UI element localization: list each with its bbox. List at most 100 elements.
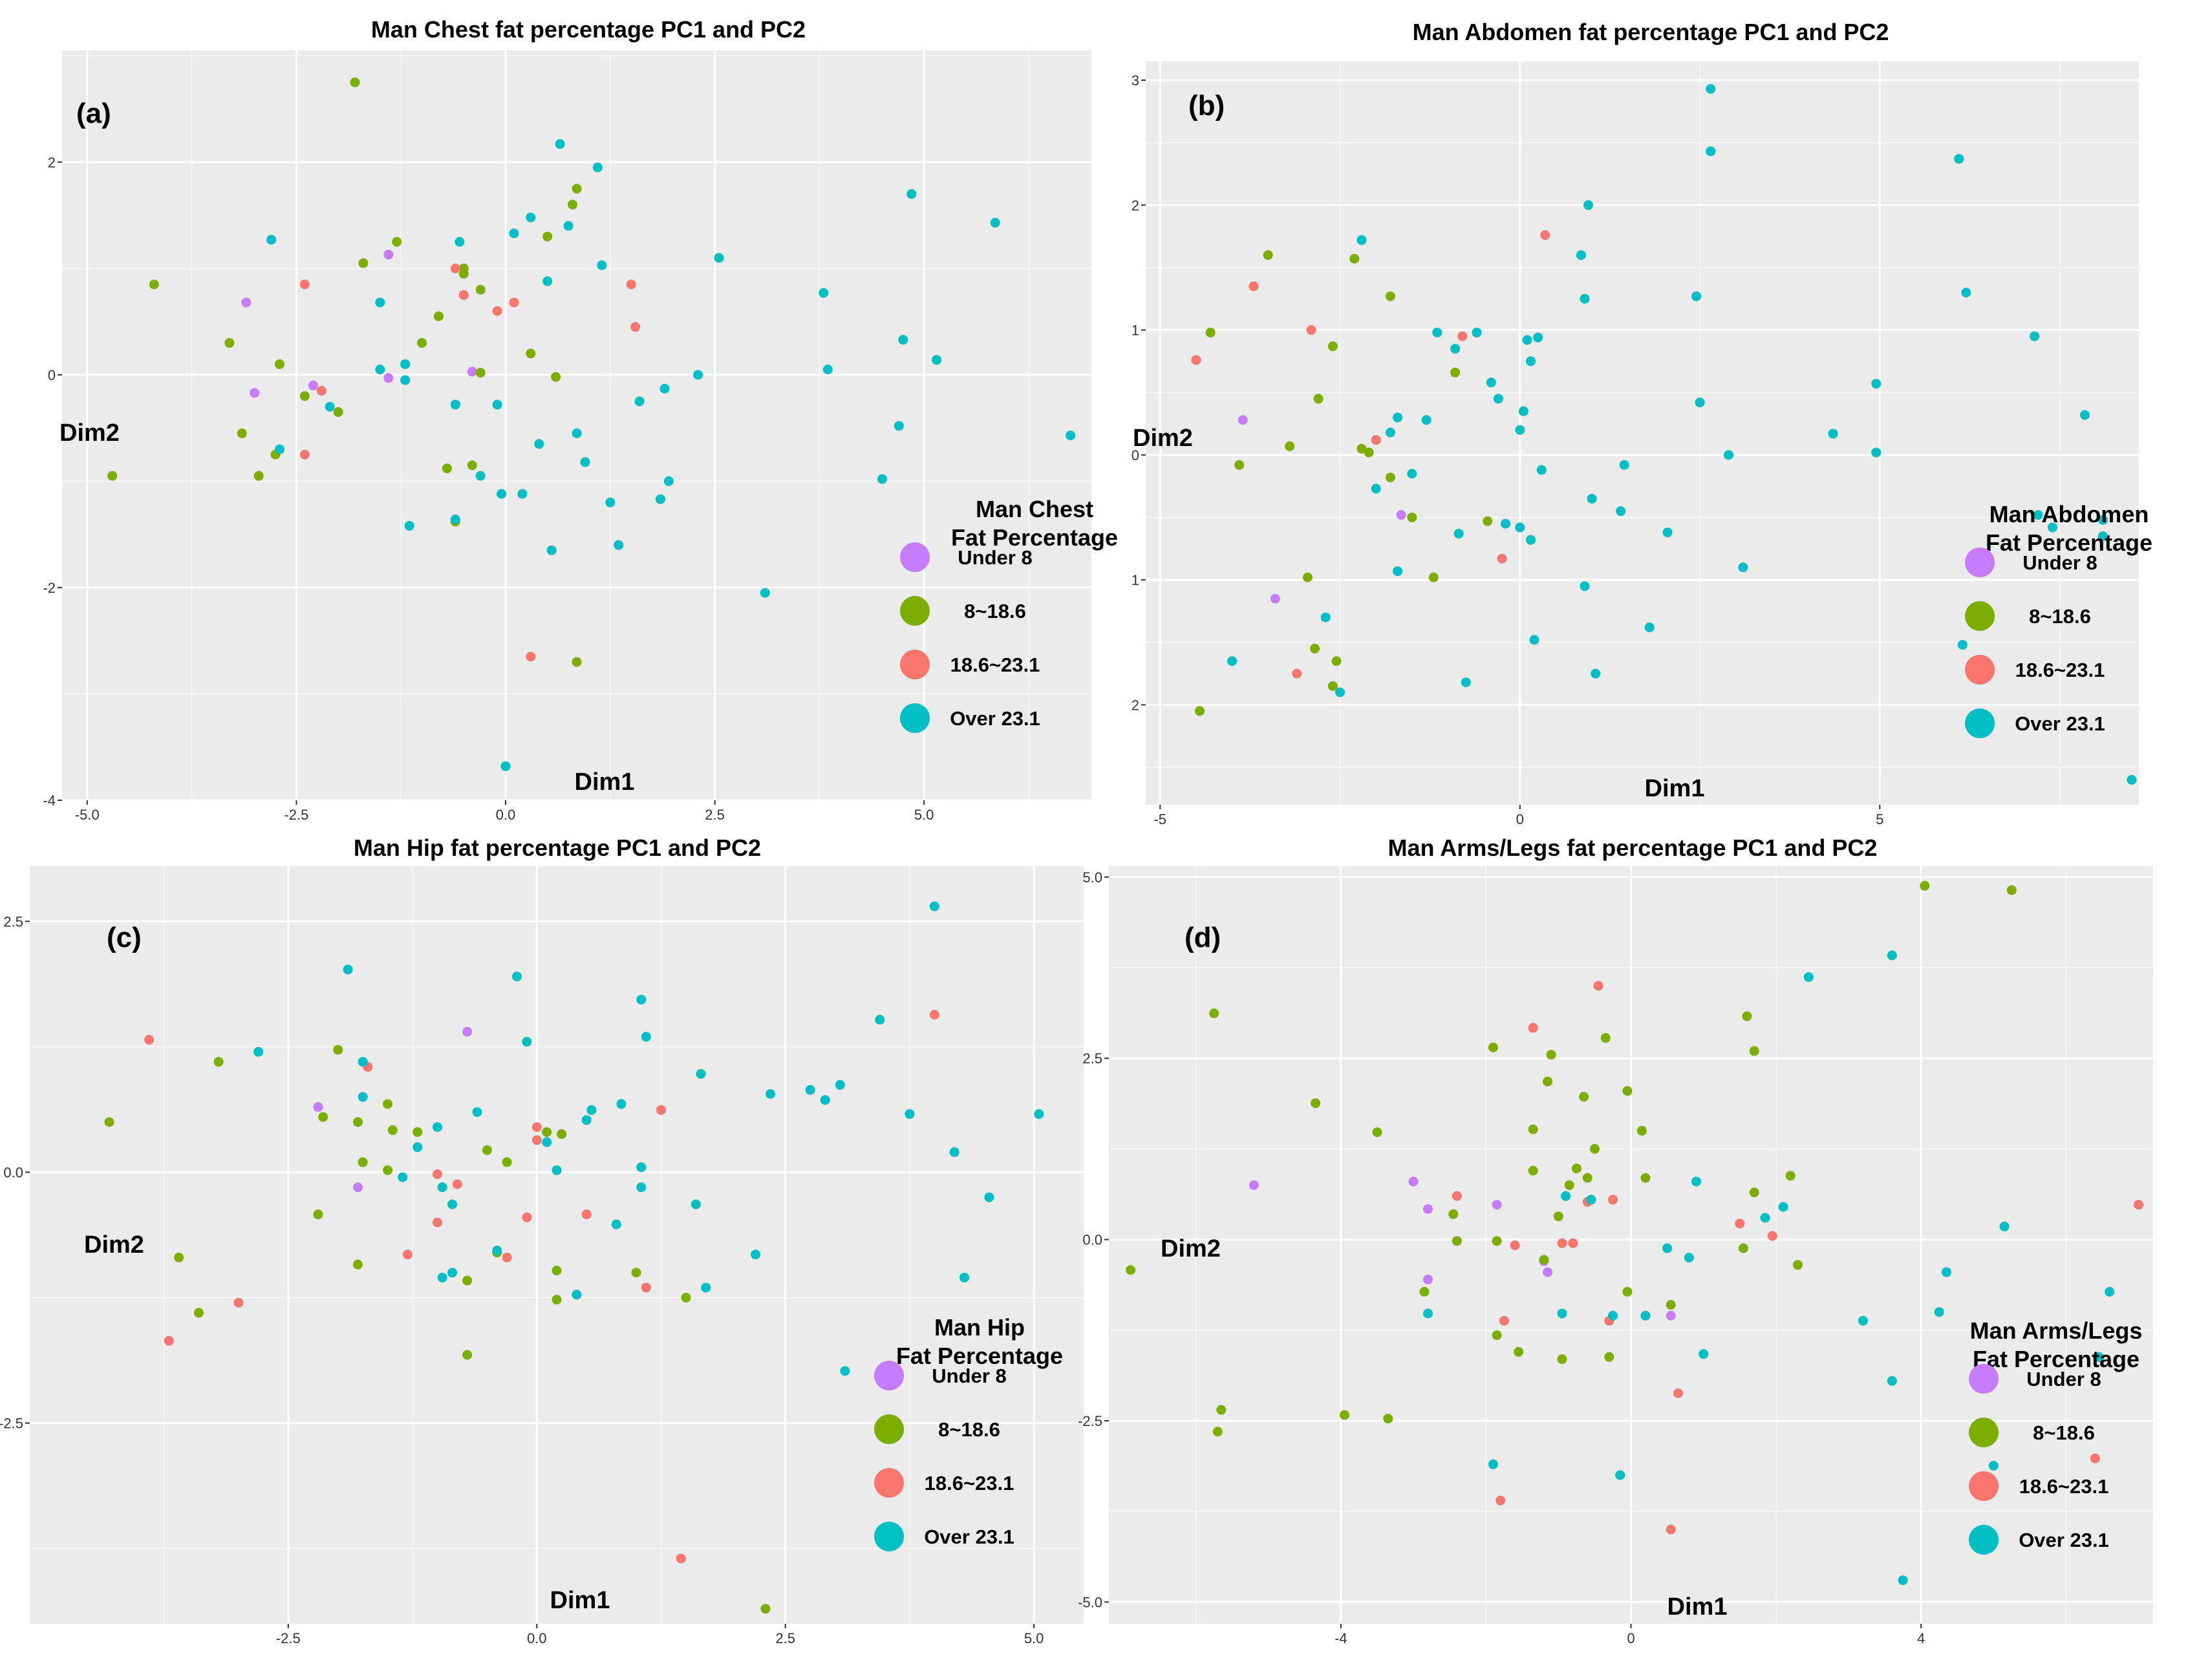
data-point — [1858, 1315, 1868, 1326]
legend-label: Under 8 — [958, 546, 1032, 569]
data-point — [906, 189, 917, 199]
data-point — [1941, 1267, 1951, 1277]
data-point — [1472, 327, 1482, 337]
data-point — [894, 421, 904, 431]
y-tick-label: 0 — [48, 367, 56, 383]
data-point — [2105, 1286, 2115, 1297]
data-point — [447, 1268, 458, 1278]
legend-swatch — [874, 1468, 904, 1498]
x-tick-label: 0 — [1516, 811, 1524, 827]
data-point — [1371, 435, 1381, 445]
data-point — [1216, 1405, 1227, 1415]
y-tick-label: 1 — [1132, 323, 1139, 339]
chart-title: Man Chest fat percentage PC1 and PC2 — [371, 16, 806, 43]
y-tick-label: 1 — [1132, 572, 1139, 588]
data-point — [1126, 1265, 1136, 1275]
data-point — [696, 1069, 706, 1079]
data-point — [1528, 1124, 1538, 1134]
data-point — [1419, 1286, 1430, 1297]
legend-label: Over 23.1 — [950, 707, 1040, 730]
legend-swatch — [900, 596, 930, 626]
data-point — [358, 1092, 368, 1102]
data-point — [819, 288, 829, 298]
legend-label: Over 23.1 — [924, 1526, 1014, 1548]
data-point — [1488, 1459, 1498, 1469]
data-point — [1540, 230, 1550, 240]
data-point — [1364, 447, 1374, 458]
data-point — [820, 1095, 830, 1105]
x-axis-label: Dim1 — [550, 1587, 610, 1614]
y-tick-label: -2 — [43, 580, 56, 596]
data-point — [475, 284, 486, 295]
legend-label: 18.6~23.1 — [950, 654, 1040, 676]
data-point — [542, 276, 553, 286]
data-point — [1607, 1195, 1618, 1205]
data-point — [1372, 1127, 1382, 1138]
data-point — [1644, 622, 1655, 633]
y-axis-label: Dim2 — [84, 1231, 144, 1259]
x-tick-label: -5.0 — [75, 807, 100, 823]
data-point — [1587, 493, 1597, 504]
data-point — [509, 228, 519, 239]
chart-title: Man Abdomen fat percentage PC1 and PC2 — [1413, 19, 1889, 45]
data-point — [383, 1165, 393, 1175]
data-point — [432, 1122, 442, 1132]
data-point — [636, 1162, 647, 1173]
data-point — [2033, 510, 2043, 520]
data-point — [526, 348, 536, 359]
data-point — [1699, 1349, 1709, 1359]
data-point — [352, 1117, 363, 1127]
legend-title-line: Fat Percentage — [951, 524, 1118, 551]
x-tick-label: 0.0 — [496, 807, 516, 823]
data-point — [1522, 335, 1532, 345]
data-point — [1320, 612, 1331, 622]
data-point — [641, 1032, 651, 1042]
data-point — [517, 489, 528, 499]
x-tick-label: -4 — [1335, 1630, 1347, 1646]
data-point — [840, 1366, 850, 1376]
data-point — [404, 520, 414, 531]
data-point — [631, 1268, 641, 1278]
data-point — [502, 1157, 512, 1167]
data-point — [1383, 1414, 1393, 1424]
data-point — [402, 1249, 413, 1260]
series-18-6-23-1 — [144, 1010, 939, 1564]
data-point — [522, 1212, 532, 1222]
data-point — [475, 368, 486, 378]
panel-label: (d) — [1185, 922, 1221, 953]
legend-title-line: Man Hip — [934, 1314, 1025, 1341]
data-point — [552, 1295, 562, 1305]
data-point — [1496, 1495, 1506, 1505]
data-point — [905, 1109, 915, 1119]
data-point — [458, 290, 469, 300]
y-tick-label: 5.0 — [1082, 869, 1102, 886]
data-point — [1778, 1202, 1788, 1212]
data-point — [1292, 668, 1302, 679]
data-point — [949, 1147, 960, 1157]
data-point — [760, 1604, 771, 1614]
data-point — [1209, 1008, 1219, 1019]
data-point — [531, 1122, 542, 1132]
data-point — [1422, 1308, 1433, 1319]
data-point — [1742, 1011, 1752, 1021]
data-point — [149, 279, 159, 290]
data-point — [526, 652, 536, 662]
data-point — [932, 355, 942, 365]
data-point — [1385, 427, 1395, 438]
data-point — [1957, 640, 1968, 650]
data-point — [1749, 1187, 1759, 1198]
data-point — [458, 263, 469, 273]
data-point — [636, 994, 647, 1005]
data-point — [531, 1135, 542, 1145]
legend-label: 8~18.6 — [964, 600, 1026, 622]
data-point — [681, 1292, 691, 1303]
data-point — [1452, 1191, 1462, 1201]
data-point — [1533, 332, 1543, 343]
data-point — [663, 476, 674, 486]
data-point — [1666, 1300, 1676, 1310]
data-point — [1568, 1238, 1578, 1248]
data-point — [534, 439, 544, 449]
legend-title-line: Man Chest — [976, 496, 1093, 522]
y-axis-label: Dim2 — [1133, 425, 1193, 452]
